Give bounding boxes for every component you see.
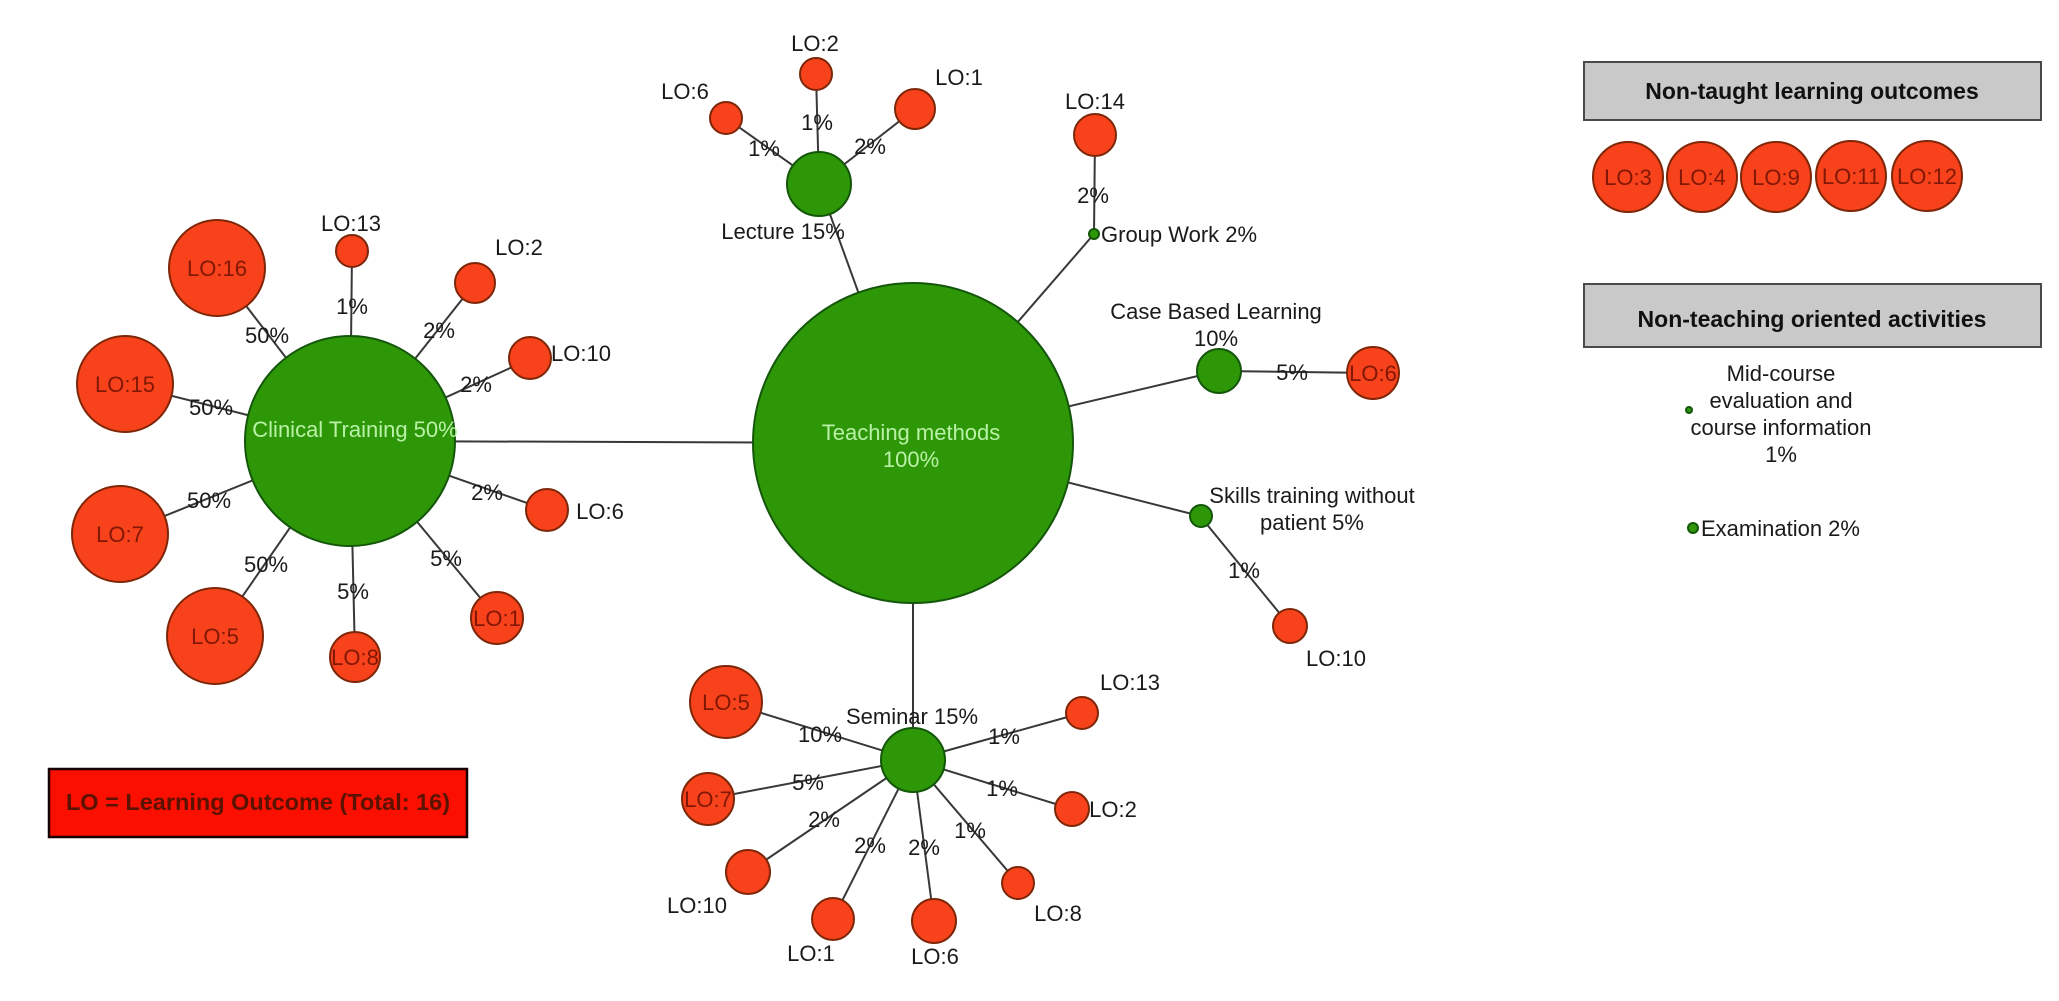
svg-text:LO:5: LO:5 — [191, 624, 239, 649]
svg-text:50%: 50% — [244, 552, 288, 577]
svg-text:2%: 2% — [908, 835, 940, 860]
svg-text:LO:3: LO:3 — [1604, 165, 1652, 190]
svg-text:Clinical Training 50%: Clinical Training 50% — [252, 417, 457, 442]
svg-text:LO:6: LO:6 — [576, 499, 624, 524]
svg-text:1%: 1% — [1765, 442, 1797, 467]
svg-text:10%: 10% — [798, 722, 842, 747]
svg-text:course information: course information — [1691, 415, 1872, 440]
svg-text:LO:14: LO:14 — [1065, 89, 1125, 114]
svg-text:LO:13: LO:13 — [321, 211, 381, 236]
svg-text:Mid-course: Mid-course — [1727, 361, 1836, 386]
svg-text:2%: 2% — [854, 833, 886, 858]
svg-text:LO:8: LO:8 — [331, 645, 379, 670]
svg-text:LO:10: LO:10 — [667, 893, 727, 918]
svg-text:LO:9: LO:9 — [1752, 165, 1800, 190]
svg-text:Lecture 15%: Lecture 15% — [721, 219, 845, 244]
svg-text:LO:5: LO:5 — [702, 690, 750, 715]
svg-text:50%: 50% — [187, 488, 231, 513]
svg-text:LO:8: LO:8 — [1034, 901, 1082, 926]
svg-text:5%: 5% — [792, 770, 824, 795]
svg-text:LO:6: LO:6 — [911, 944, 959, 969]
svg-text:Teaching methods: Teaching methods — [822, 420, 1001, 445]
svg-text:Skills training without: Skills training without — [1209, 483, 1414, 508]
svg-text:LO:1: LO:1 — [787, 941, 835, 966]
svg-text:1%: 1% — [986, 776, 1018, 801]
svg-text:1%: 1% — [748, 136, 780, 161]
svg-text:LO:4: LO:4 — [1678, 165, 1726, 190]
svg-text:LO = Learning Outcome (Total:: LO = Learning Outcome (Total: 16) — [66, 789, 450, 815]
svg-text:LO:1: LO:1 — [935, 65, 983, 90]
svg-text:1%: 1% — [954, 818, 986, 843]
svg-text:LO:2: LO:2 — [495, 235, 543, 260]
svg-text:10%: 10% — [1194, 326, 1238, 351]
svg-text:LO:16: LO:16 — [187, 256, 247, 281]
svg-text:2%: 2% — [423, 318, 455, 343]
svg-text:100%: 100% — [883, 447, 939, 472]
svg-text:LO:2: LO:2 — [1089, 797, 1137, 822]
svg-text:1%: 1% — [336, 294, 368, 319]
svg-text:LO:2: LO:2 — [791, 31, 839, 56]
svg-text:LO:7: LO:7 — [684, 787, 732, 812]
svg-text:LO:11: LO:11 — [1822, 164, 1880, 189]
svg-text:Examination 2%: Examination 2% — [1701, 516, 1860, 541]
svg-text:LO:6: LO:6 — [661, 79, 709, 104]
svg-text:2%: 2% — [808, 807, 840, 832]
svg-text:1%: 1% — [801, 110, 833, 135]
svg-text:Group Work 2%: Group Work 2% — [1101, 222, 1257, 247]
svg-text:Case Based Learning: Case Based Learning — [1110, 299, 1322, 324]
svg-text:5%: 5% — [1276, 360, 1308, 385]
svg-text:LO:7: LO:7 — [96, 522, 144, 547]
svg-text:Non-teaching oriented activiti: Non-teaching oriented activities — [1638, 306, 1987, 332]
svg-text:Seminar 15%: Seminar 15% — [846, 704, 978, 729]
svg-text:patient 5%: patient 5% — [1260, 510, 1364, 535]
svg-text:evaluation and: evaluation and — [1709, 388, 1852, 413]
svg-text:LO:1: LO:1 — [473, 606, 521, 631]
svg-text:2%: 2% — [854, 134, 886, 159]
svg-text:Non-taught learning outcomes: Non-taught learning outcomes — [1645, 78, 1979, 104]
svg-text:LO:10: LO:10 — [1306, 646, 1366, 671]
svg-text:5%: 5% — [337, 579, 369, 604]
svg-text:1%: 1% — [988, 724, 1020, 749]
svg-text:2%: 2% — [460, 372, 492, 397]
svg-text:50%: 50% — [189, 395, 233, 420]
svg-text:2%: 2% — [1077, 183, 1109, 208]
svg-text:LO:10: LO:10 — [551, 341, 611, 366]
svg-text:LO:6: LO:6 — [1349, 361, 1397, 386]
svg-text:50%: 50% — [245, 323, 289, 348]
svg-text:5%: 5% — [430, 546, 462, 571]
svg-text:LO:12: LO:12 — [1897, 164, 1957, 189]
svg-text:LO:13: LO:13 — [1100, 670, 1160, 695]
svg-text:LO:15: LO:15 — [95, 372, 155, 397]
svg-text:1%: 1% — [1228, 558, 1260, 583]
svg-text:2%: 2% — [471, 480, 503, 505]
